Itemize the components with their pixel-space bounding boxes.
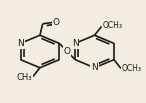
Text: CH₃: CH₃ <box>17 73 32 82</box>
Text: OCH₃: OCH₃ <box>122 64 142 73</box>
Text: N: N <box>72 39 79 48</box>
Text: O: O <box>52 18 59 27</box>
Text: N: N <box>17 39 24 48</box>
Text: OCH₃: OCH₃ <box>102 21 122 30</box>
Text: O: O <box>64 47 71 56</box>
Text: N: N <box>91 63 98 72</box>
